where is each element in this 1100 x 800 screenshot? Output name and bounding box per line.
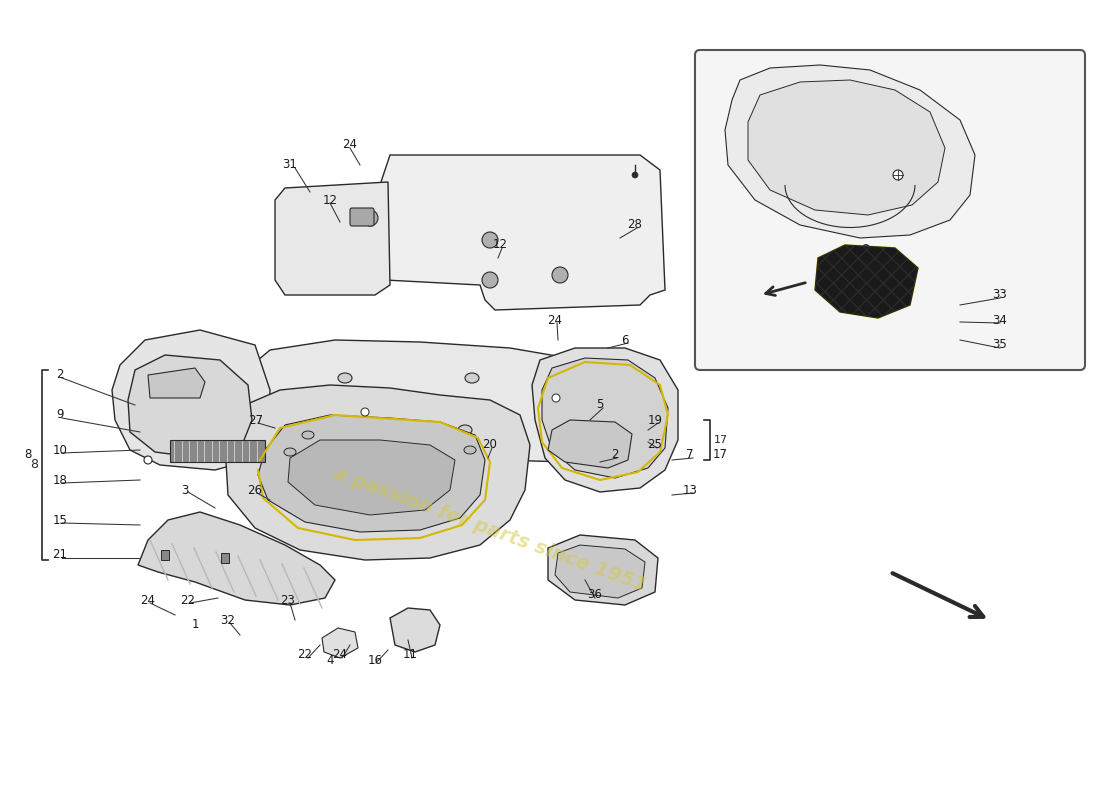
Polygon shape	[548, 535, 658, 605]
Text: 26: 26	[248, 483, 263, 497]
Text: 24: 24	[548, 314, 562, 326]
Circle shape	[862, 245, 869, 251]
Polygon shape	[275, 182, 390, 295]
Ellipse shape	[465, 373, 478, 383]
Polygon shape	[815, 245, 918, 318]
Polygon shape	[725, 65, 975, 238]
Polygon shape	[390, 608, 440, 652]
Circle shape	[482, 232, 498, 248]
Text: 6: 6	[621, 334, 629, 346]
Polygon shape	[228, 340, 640, 462]
Circle shape	[482, 272, 498, 288]
Polygon shape	[748, 80, 945, 215]
Text: 36: 36	[587, 589, 603, 602]
Ellipse shape	[464, 446, 476, 454]
Text: 13: 13	[683, 483, 697, 497]
Polygon shape	[542, 358, 668, 478]
Text: 12: 12	[322, 194, 338, 206]
Polygon shape	[226, 385, 530, 560]
Text: a passion for parts since 1951: a passion for parts since 1951	[331, 464, 649, 596]
Text: 12: 12	[493, 238, 507, 251]
Circle shape	[893, 170, 903, 180]
Text: 7: 7	[686, 449, 694, 462]
Text: 24: 24	[342, 138, 358, 151]
Text: 25: 25	[648, 438, 662, 451]
Circle shape	[552, 267, 568, 283]
Text: 21: 21	[53, 549, 67, 562]
Text: 22: 22	[180, 594, 196, 606]
Circle shape	[632, 172, 638, 178]
Text: 34: 34	[992, 314, 1008, 326]
Polygon shape	[128, 355, 252, 458]
Text: 31: 31	[283, 158, 297, 171]
FancyBboxPatch shape	[695, 50, 1085, 370]
Circle shape	[362, 210, 378, 226]
Text: 24: 24	[141, 594, 155, 606]
Text: 11: 11	[403, 649, 418, 662]
Text: 18: 18	[53, 474, 67, 486]
Text: 24: 24	[332, 649, 348, 662]
Ellipse shape	[302, 431, 313, 439]
Ellipse shape	[458, 425, 472, 435]
Text: 35: 35	[992, 338, 1008, 351]
Polygon shape	[532, 348, 678, 492]
FancyBboxPatch shape	[350, 208, 374, 226]
Text: 9: 9	[56, 409, 64, 422]
Polygon shape	[148, 368, 205, 398]
Polygon shape	[322, 628, 358, 658]
Text: 15: 15	[53, 514, 67, 526]
Polygon shape	[288, 440, 455, 515]
Text: 16: 16	[367, 654, 383, 666]
Text: 10: 10	[53, 443, 67, 457]
Circle shape	[361, 408, 368, 416]
Polygon shape	[556, 545, 645, 598]
Text: 27: 27	[249, 414, 264, 426]
Polygon shape	[379, 155, 666, 310]
Text: 32: 32	[221, 614, 235, 626]
Text: 2: 2	[612, 449, 618, 462]
Text: 8: 8	[24, 449, 32, 462]
Text: 17: 17	[714, 435, 728, 445]
Text: 17: 17	[713, 449, 727, 462]
Text: 2: 2	[56, 369, 64, 382]
Polygon shape	[161, 550, 169, 560]
Text: 1: 1	[191, 618, 199, 631]
Text: 4: 4	[327, 654, 333, 666]
Text: 22: 22	[297, 649, 312, 662]
Polygon shape	[258, 415, 485, 532]
Circle shape	[144, 456, 152, 464]
Polygon shape	[221, 553, 229, 563]
Ellipse shape	[284, 448, 296, 456]
Text: 33: 33	[992, 289, 1008, 302]
Text: 28: 28	[628, 218, 642, 231]
Ellipse shape	[324, 425, 339, 435]
Text: 8: 8	[30, 458, 38, 471]
Text: 20: 20	[483, 438, 497, 451]
Polygon shape	[548, 420, 632, 468]
Polygon shape	[138, 512, 336, 605]
Text: 3: 3	[182, 483, 189, 497]
Polygon shape	[112, 330, 270, 470]
Text: 19: 19	[648, 414, 662, 426]
Text: 5: 5	[596, 398, 604, 411]
Text: 23: 23	[280, 594, 296, 606]
Circle shape	[552, 394, 560, 402]
Ellipse shape	[338, 373, 352, 383]
FancyBboxPatch shape	[170, 440, 265, 462]
